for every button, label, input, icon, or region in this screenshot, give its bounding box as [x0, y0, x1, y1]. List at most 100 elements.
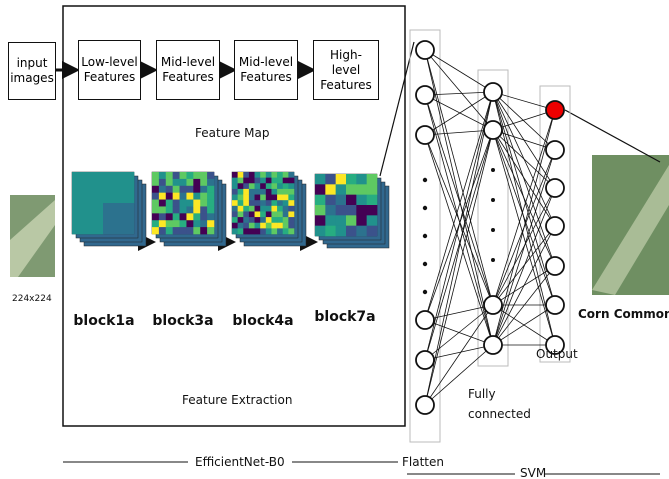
map-cell	[271, 172, 277, 178]
map-cell	[356, 195, 367, 206]
map-cell	[266, 189, 272, 195]
connection	[425, 305, 493, 360]
map-cell	[367, 195, 378, 206]
connection	[425, 50, 493, 92]
map-cell	[232, 211, 238, 217]
map-cell	[232, 206, 238, 212]
map-cell	[173, 213, 180, 220]
map-cell	[367, 215, 378, 226]
map-cell	[243, 183, 249, 189]
map-cell	[288, 217, 294, 223]
dot	[491, 258, 495, 262]
map-cell	[238, 223, 244, 229]
map-cell	[325, 226, 336, 237]
map-cell	[277, 189, 283, 195]
map-cell	[186, 220, 193, 227]
map-cell	[260, 217, 266, 223]
map-cell	[255, 206, 261, 212]
map-cell	[238, 200, 244, 206]
map-cell	[200, 172, 207, 179]
map-cell	[266, 183, 272, 189]
map-cell	[159, 193, 166, 200]
neuron	[416, 311, 434, 329]
map-cell	[152, 213, 159, 220]
fc-label: Fully connected	[468, 384, 534, 424]
map-cell	[200, 179, 207, 186]
map-cell	[367, 184, 378, 195]
map-cell	[277, 172, 283, 178]
flatten-label: Flatten	[402, 455, 444, 470]
map-cell	[283, 189, 289, 195]
map-cell	[186, 227, 193, 234]
map-cell	[283, 206, 289, 212]
map-cell	[166, 179, 173, 186]
map-cell	[283, 183, 289, 189]
bottom-lines	[63, 462, 660, 474]
map-cell	[166, 206, 173, 213]
map-cell	[249, 172, 255, 178]
map-cell	[288, 189, 294, 195]
map-cell	[266, 200, 272, 206]
map-cell	[277, 228, 283, 234]
map-cell	[315, 174, 326, 185]
map-cell	[277, 178, 283, 184]
map-cell	[193, 227, 200, 234]
map-cell	[266, 223, 272, 229]
dot	[423, 290, 427, 294]
map-cell	[180, 172, 187, 179]
map-cell	[173, 193, 180, 200]
map-cell	[356, 174, 367, 185]
map-cell	[346, 205, 357, 216]
map-cell	[173, 206, 180, 213]
map-cell	[166, 193, 173, 200]
map-cell	[356, 215, 367, 226]
map-cell	[159, 206, 166, 213]
map-cell	[166, 172, 173, 179]
connection	[425, 50, 493, 130]
map-cell	[243, 217, 249, 223]
map-cell	[288, 228, 294, 234]
map-cell	[207, 172, 214, 179]
map-cell	[232, 223, 238, 229]
neuron	[484, 121, 502, 139]
map-cell	[243, 223, 249, 229]
map-cell	[260, 183, 266, 189]
map-cell	[315, 184, 326, 195]
map-cell	[356, 226, 367, 237]
dot	[423, 206, 427, 210]
map-cell	[271, 206, 277, 212]
map-cell	[266, 217, 272, 223]
map-cell	[166, 186, 173, 193]
map-cell	[271, 228, 277, 234]
block-label: block3a	[143, 314, 223, 329]
map-cell	[238, 217, 244, 223]
map-cell	[266, 206, 272, 212]
connection	[493, 110, 555, 305]
map-cell	[166, 213, 173, 220]
map-cell	[200, 206, 207, 213]
map-cell	[277, 206, 283, 212]
map-cell	[288, 211, 294, 217]
map-cell	[200, 213, 207, 220]
map-cell	[207, 193, 214, 200]
map-cell	[260, 200, 266, 206]
neuron	[546, 296, 564, 314]
map-cell	[243, 178, 249, 184]
neuron	[546, 257, 564, 275]
connection	[425, 92, 493, 135]
map-cell	[166, 220, 173, 227]
map-cell	[283, 211, 289, 217]
map-cell	[346, 195, 357, 206]
map-cell	[159, 186, 166, 193]
map-cell	[200, 186, 207, 193]
map-cell	[159, 227, 166, 234]
map-cell	[260, 172, 266, 178]
map-cell	[243, 200, 249, 206]
map-cell	[336, 195, 347, 206]
neuron	[484, 83, 502, 101]
map-cell	[346, 226, 357, 237]
block-label: block4a	[223, 314, 303, 329]
map-cell	[249, 200, 255, 206]
feature-box: Mid-level Features	[234, 40, 298, 100]
map-cell	[207, 227, 214, 234]
